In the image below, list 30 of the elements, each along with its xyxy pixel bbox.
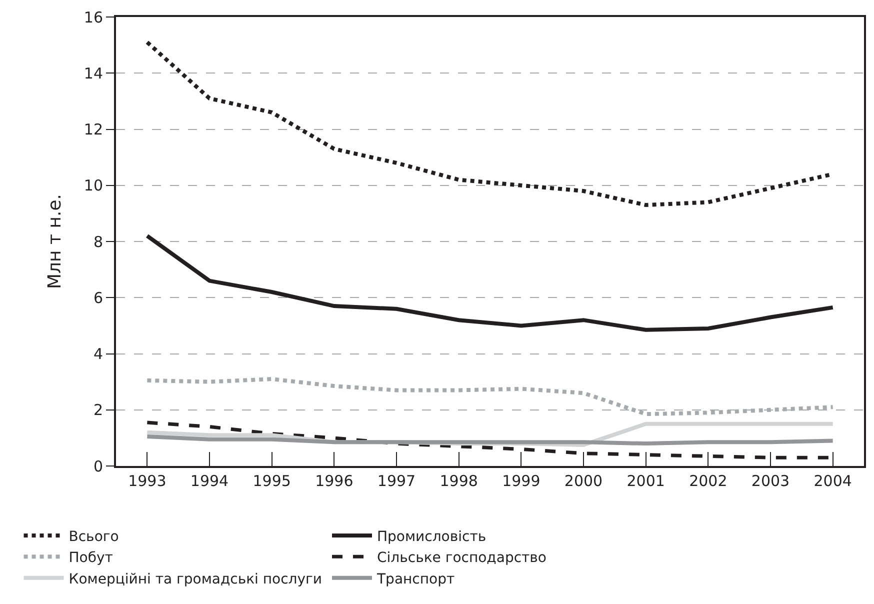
line-series (145, 434, 835, 446)
x-tick-label: 2003 (751, 472, 790, 490)
y-tick-label: 14 (84, 64, 103, 82)
x-tick-label: 1995 (252, 472, 291, 490)
x-tick-label: 1998 (440, 472, 478, 490)
y-tick-label: 2 (93, 401, 103, 420)
y-tick-label: 12 (84, 120, 103, 138)
y-tick-label: 16 (84, 8, 103, 26)
x-tick-label: 1994 (190, 472, 229, 490)
y-tick-label: 6 (93, 288, 103, 307)
y-tick-label: 10 (84, 176, 103, 195)
y-tick-label: 0 (93, 457, 103, 476)
x-tick-label: 2004 (814, 472, 852, 490)
x-tick-label: 1993 (128, 472, 166, 490)
legend-label: Транспорт (376, 571, 455, 588)
x-tick-label: 2002 (689, 472, 728, 490)
y-axis-title: Млн т н.е. (44, 194, 66, 290)
x-tick-label: 2000 (564, 472, 603, 490)
y-tick-label: 8 (93, 232, 103, 251)
x-tick-label: 1996 (315, 472, 354, 490)
legend-label: Побут (68, 550, 113, 566)
line-series (145, 234, 835, 332)
x-tick-label: 2001 (626, 472, 665, 490)
legend-label: Комерційні та громадські послуги (68, 571, 322, 588)
legend-label: Сільське господарство (377, 550, 546, 566)
y-tick-label: 4 (93, 345, 103, 363)
x-tick-label: 1999 (502, 472, 540, 490)
legend-label: Всього (68, 528, 119, 545)
x-tick-label: 1997 (377, 472, 416, 490)
legend-label: Промисловість (377, 528, 486, 545)
